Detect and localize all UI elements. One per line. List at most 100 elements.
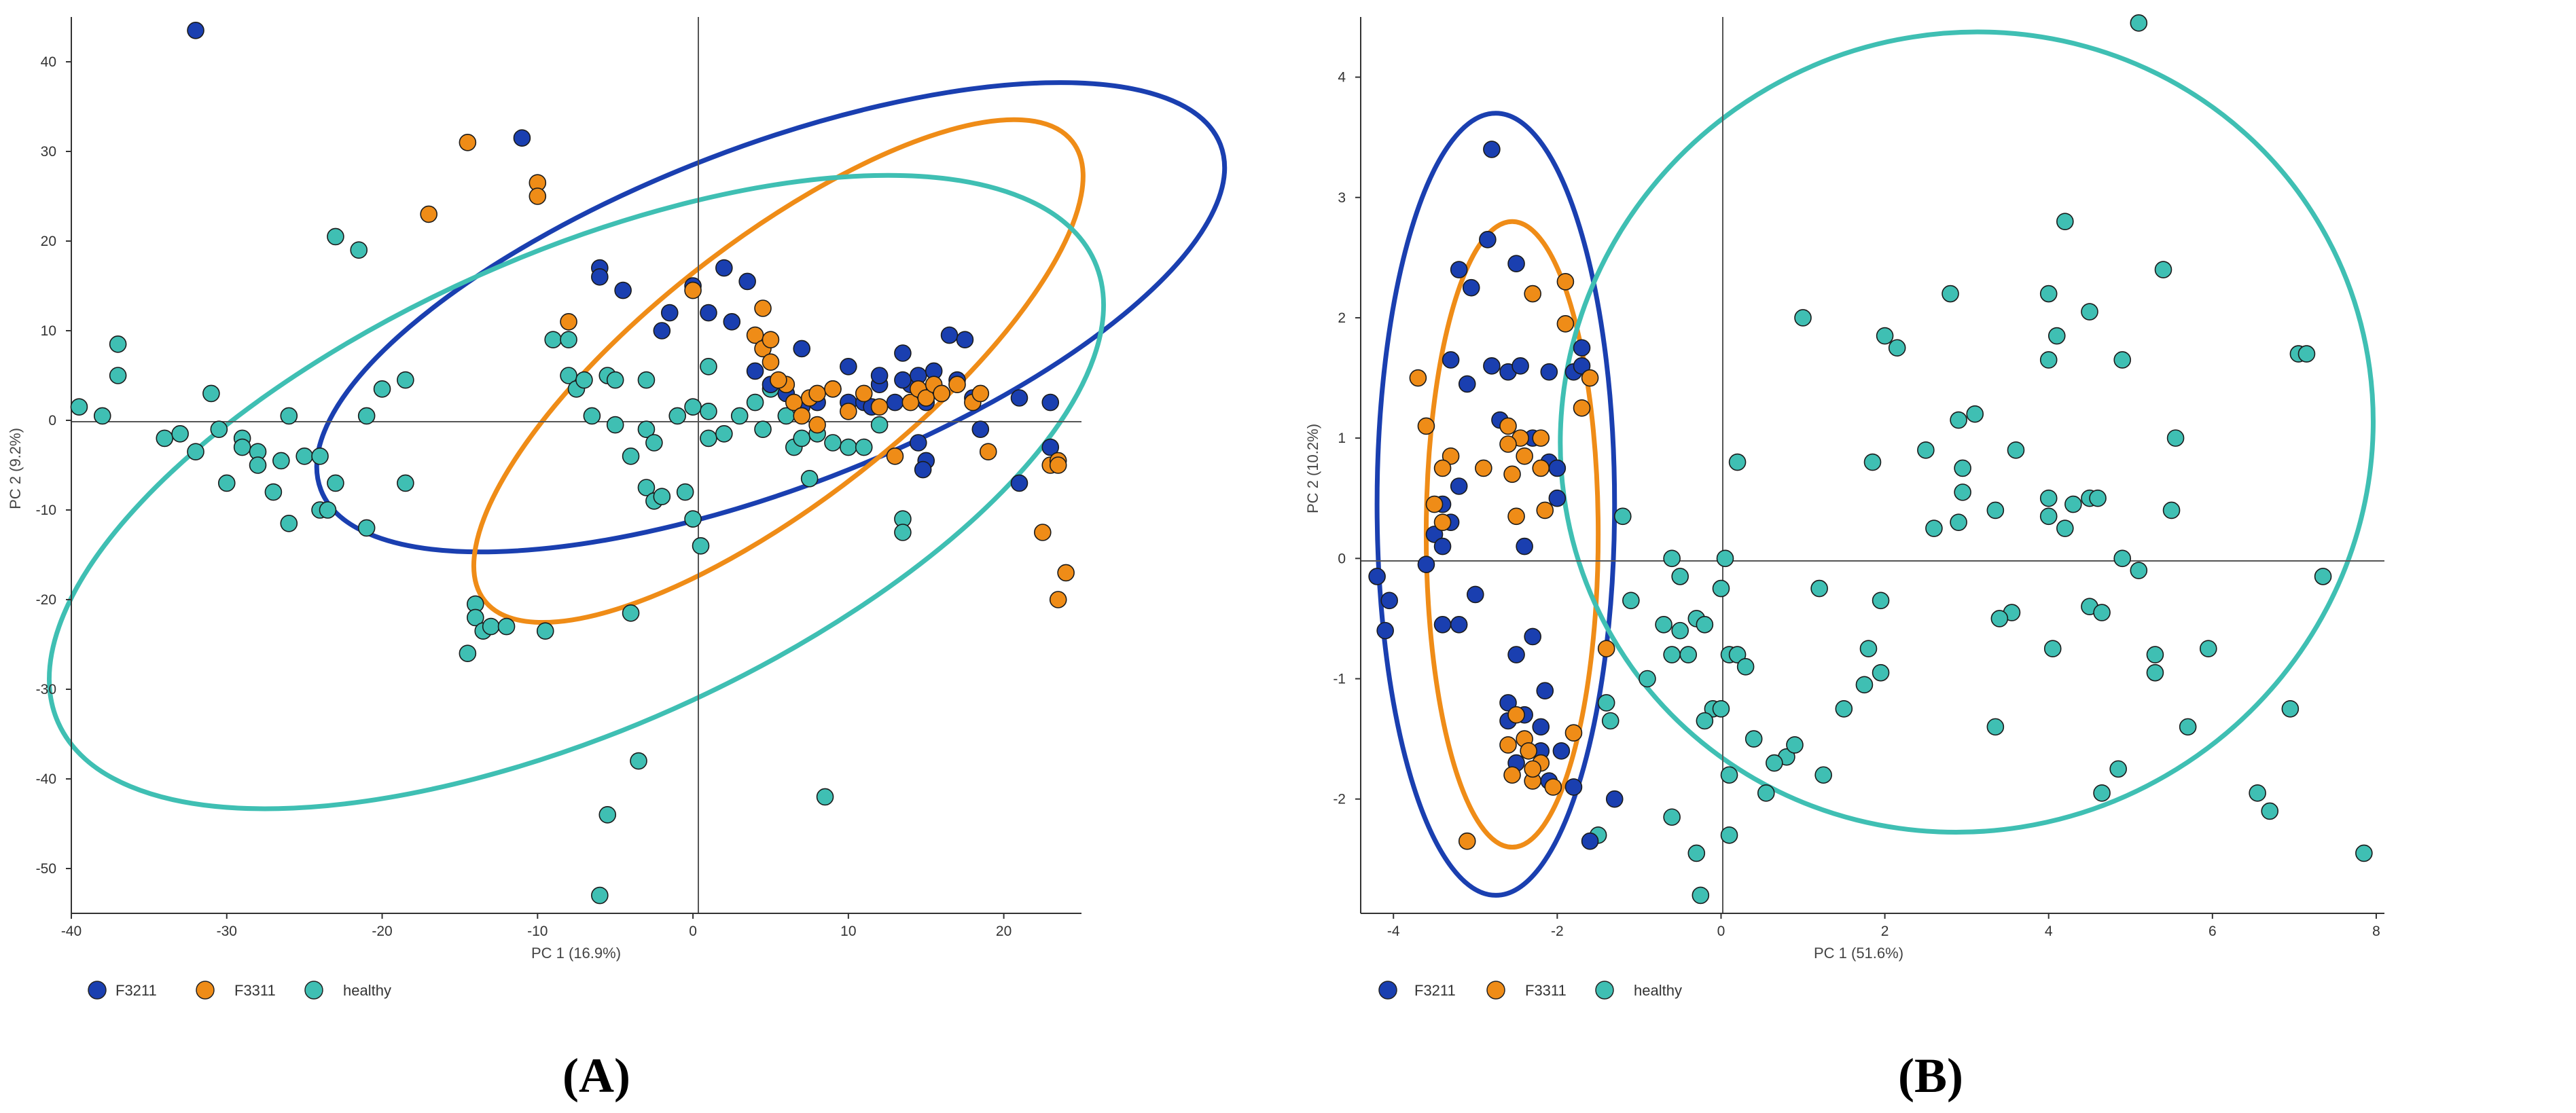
panel-b-point-f3211 — [1540, 363, 1558, 381]
panel-a-point-f3311 — [948, 376, 966, 394]
panel-a-point-f3311 — [770, 371, 787, 389]
panel-b-point-healthy — [1720, 766, 1738, 784]
panel-a-point-healthy — [700, 357, 717, 376]
panel-a-point-healthy — [637, 371, 656, 389]
panel-a-point-healthy — [459, 644, 477, 663]
panel-a-point-f3311 — [933, 384, 950, 403]
panel-a-x-tick-label: 20 — [996, 924, 1012, 939]
panel-b-legend-label-healthy: healthy — [1634, 982, 1682, 999]
panel-a-y-tick-label: -10 — [36, 503, 56, 518]
panel-a-point-f3211 — [653, 322, 671, 340]
panel-a-y-tick-label: 40 — [41, 54, 56, 70]
panel-a-point-f3311 — [1057, 564, 1075, 582]
panel-a-point-healthy — [606, 416, 624, 434]
panel-b-point-f3211 — [1548, 459, 1567, 477]
panel-b-y-tick-label: -2 — [1333, 792, 1346, 807]
panel-a-point-f3211 — [894, 371, 912, 389]
panel-a-y-tick-label: -40 — [36, 771, 56, 787]
panel-a-point-f3211 — [738, 272, 756, 291]
panel-b-point-healthy — [1655, 615, 1672, 634]
panel-a-point-f3211 — [1010, 474, 1028, 492]
panel-a-legend-label-healthy: healthy — [343, 982, 391, 999]
panel-b-point-healthy — [2179, 718, 2197, 736]
panel-b-x-tick-label: -2 — [1551, 924, 1564, 939]
panel-a-point-f3211 — [914, 460, 932, 479]
panel-b-point-healthy — [1687, 844, 1706, 862]
panel-b-point-healthy — [2297, 345, 2316, 363]
panel-b-point-f3211 — [1458, 375, 1476, 393]
panel-b-point-healthy — [1810, 579, 1828, 598]
panel-a-legend-label-f3311: F3311 — [234, 982, 276, 999]
panel-a-label: (A) — [562, 1048, 630, 1103]
panel-b-point-f3211 — [1380, 591, 1398, 610]
panel-b-x-axis-label: PC 1 (51.6%) — [1814, 945, 1903, 962]
panel-b-point-healthy — [2047, 327, 2066, 345]
panel-b-point-f3311 — [1581, 369, 1599, 387]
panel-b-point-f3311 — [1556, 272, 1575, 291]
panel-b-point-f3311 — [1532, 459, 1550, 477]
panel-b-point-f3311 — [1524, 760, 1541, 778]
panel-b-y-tick-label: 0 — [1338, 551, 1346, 566]
panel-b-point-healthy — [2113, 351, 2132, 369]
panel-b-point-f3311 — [1425, 495, 1444, 513]
panel-b-point-healthy — [1712, 699, 1730, 718]
panel-b-point-f3311 — [1536, 501, 1554, 519]
panel-b-point-f3311 — [1417, 417, 1435, 435]
panel-b-point-healthy — [2109, 760, 2127, 778]
panel-a-point-healthy — [653, 488, 671, 506]
panel-b-point-f3311 — [1516, 447, 1533, 465]
panel-a-point-healthy — [109, 335, 127, 353]
panel-b-point-f3211 — [1511, 357, 1529, 375]
panel-a-point-healthy — [397, 474, 414, 492]
panel-a-point-f3211 — [187, 21, 204, 39]
panel-a-point-healthy — [800, 469, 819, 488]
panel-a-x-tick-label: -10 — [527, 924, 548, 939]
panel-b-point-healthy — [1712, 579, 1730, 598]
panel-b-chart: -4 -2 0 2 4 6 8 4 3 2 1 0 -1 -2 PC 1 (51.6%) PC 2 (1… — [1304, 14, 2384, 1103]
panel-a-point-f3311 — [560, 312, 577, 331]
panel-a-x-tick-label: -20 — [372, 924, 392, 939]
panel-b-point-f3311 — [1499, 435, 1517, 453]
panel-b-point-f3211 — [1368, 568, 1386, 585]
panel-b-point-f3211 — [1605, 790, 1624, 808]
panel-a-point-healthy — [840, 438, 857, 456]
panel-a-point-healthy — [637, 420, 656, 439]
panel-a-y-tick-label: 30 — [41, 144, 56, 160]
panel-b-point-healthy — [1859, 640, 1878, 658]
panel-b-legend-label-f3311: F3311 — [1525, 982, 1567, 999]
panel-a-point-f3211 — [971, 420, 990, 439]
panel-b-point-f3211 — [1581, 832, 1599, 850]
panel-b-x-tick-label: 2 — [1881, 924, 1889, 939]
panel-a-point-healthy — [668, 407, 687, 425]
panel-a-point-healthy — [497, 617, 516, 636]
panel-a-ellipse-healthy — [47, 172, 1106, 811]
panel-b-point-healthy — [1986, 501, 2005, 519]
panel-b-ellipse-healthy — [1558, 29, 2376, 835]
panel-b-point-healthy — [1720, 826, 1738, 844]
panel-b-point-f3311 — [1564, 724, 1583, 742]
panel-a-y-tick-label: -20 — [36, 592, 56, 608]
panel-b-point-healthy — [1814, 766, 1832, 784]
panel-a-y-tick-label: 0 — [48, 413, 56, 428]
panel-b-point-f3211 — [1462, 278, 1480, 297]
panel-b-point-healthy — [1663, 549, 1681, 568]
panel-b-point-f3211 — [1442, 351, 1460, 369]
panel-b-point-healthy — [1950, 513, 1967, 531]
panel-b-point-f3211 — [1450, 261, 1468, 278]
panel-b-point-f3211 — [1499, 694, 1517, 712]
panel-b-point-healthy — [1671, 621, 1689, 640]
panel-a-point-healthy — [870, 416, 889, 434]
panel-a-point-healthy — [622, 604, 640, 622]
panel-b-point-healthy — [1835, 699, 1853, 718]
panel-a-point-healthy — [894, 524, 912, 541]
panel-b-point-healthy — [1679, 646, 1698, 663]
panel-a-point-healthy — [692, 536, 710, 555]
panel-b-point-healthy — [1601, 712, 1620, 730]
panel-a-point-healthy — [598, 806, 617, 824]
panel-b-point-healthy — [2064, 495, 2082, 513]
panel-b-point-healthy — [1757, 784, 1775, 802]
panel-b-point-healthy — [1696, 615, 1714, 634]
panel-b-point-healthy — [2056, 213, 2074, 231]
panel-a-point-f3311 — [1049, 591, 1067, 608]
panel-a-point-f3311 — [762, 353, 780, 371]
